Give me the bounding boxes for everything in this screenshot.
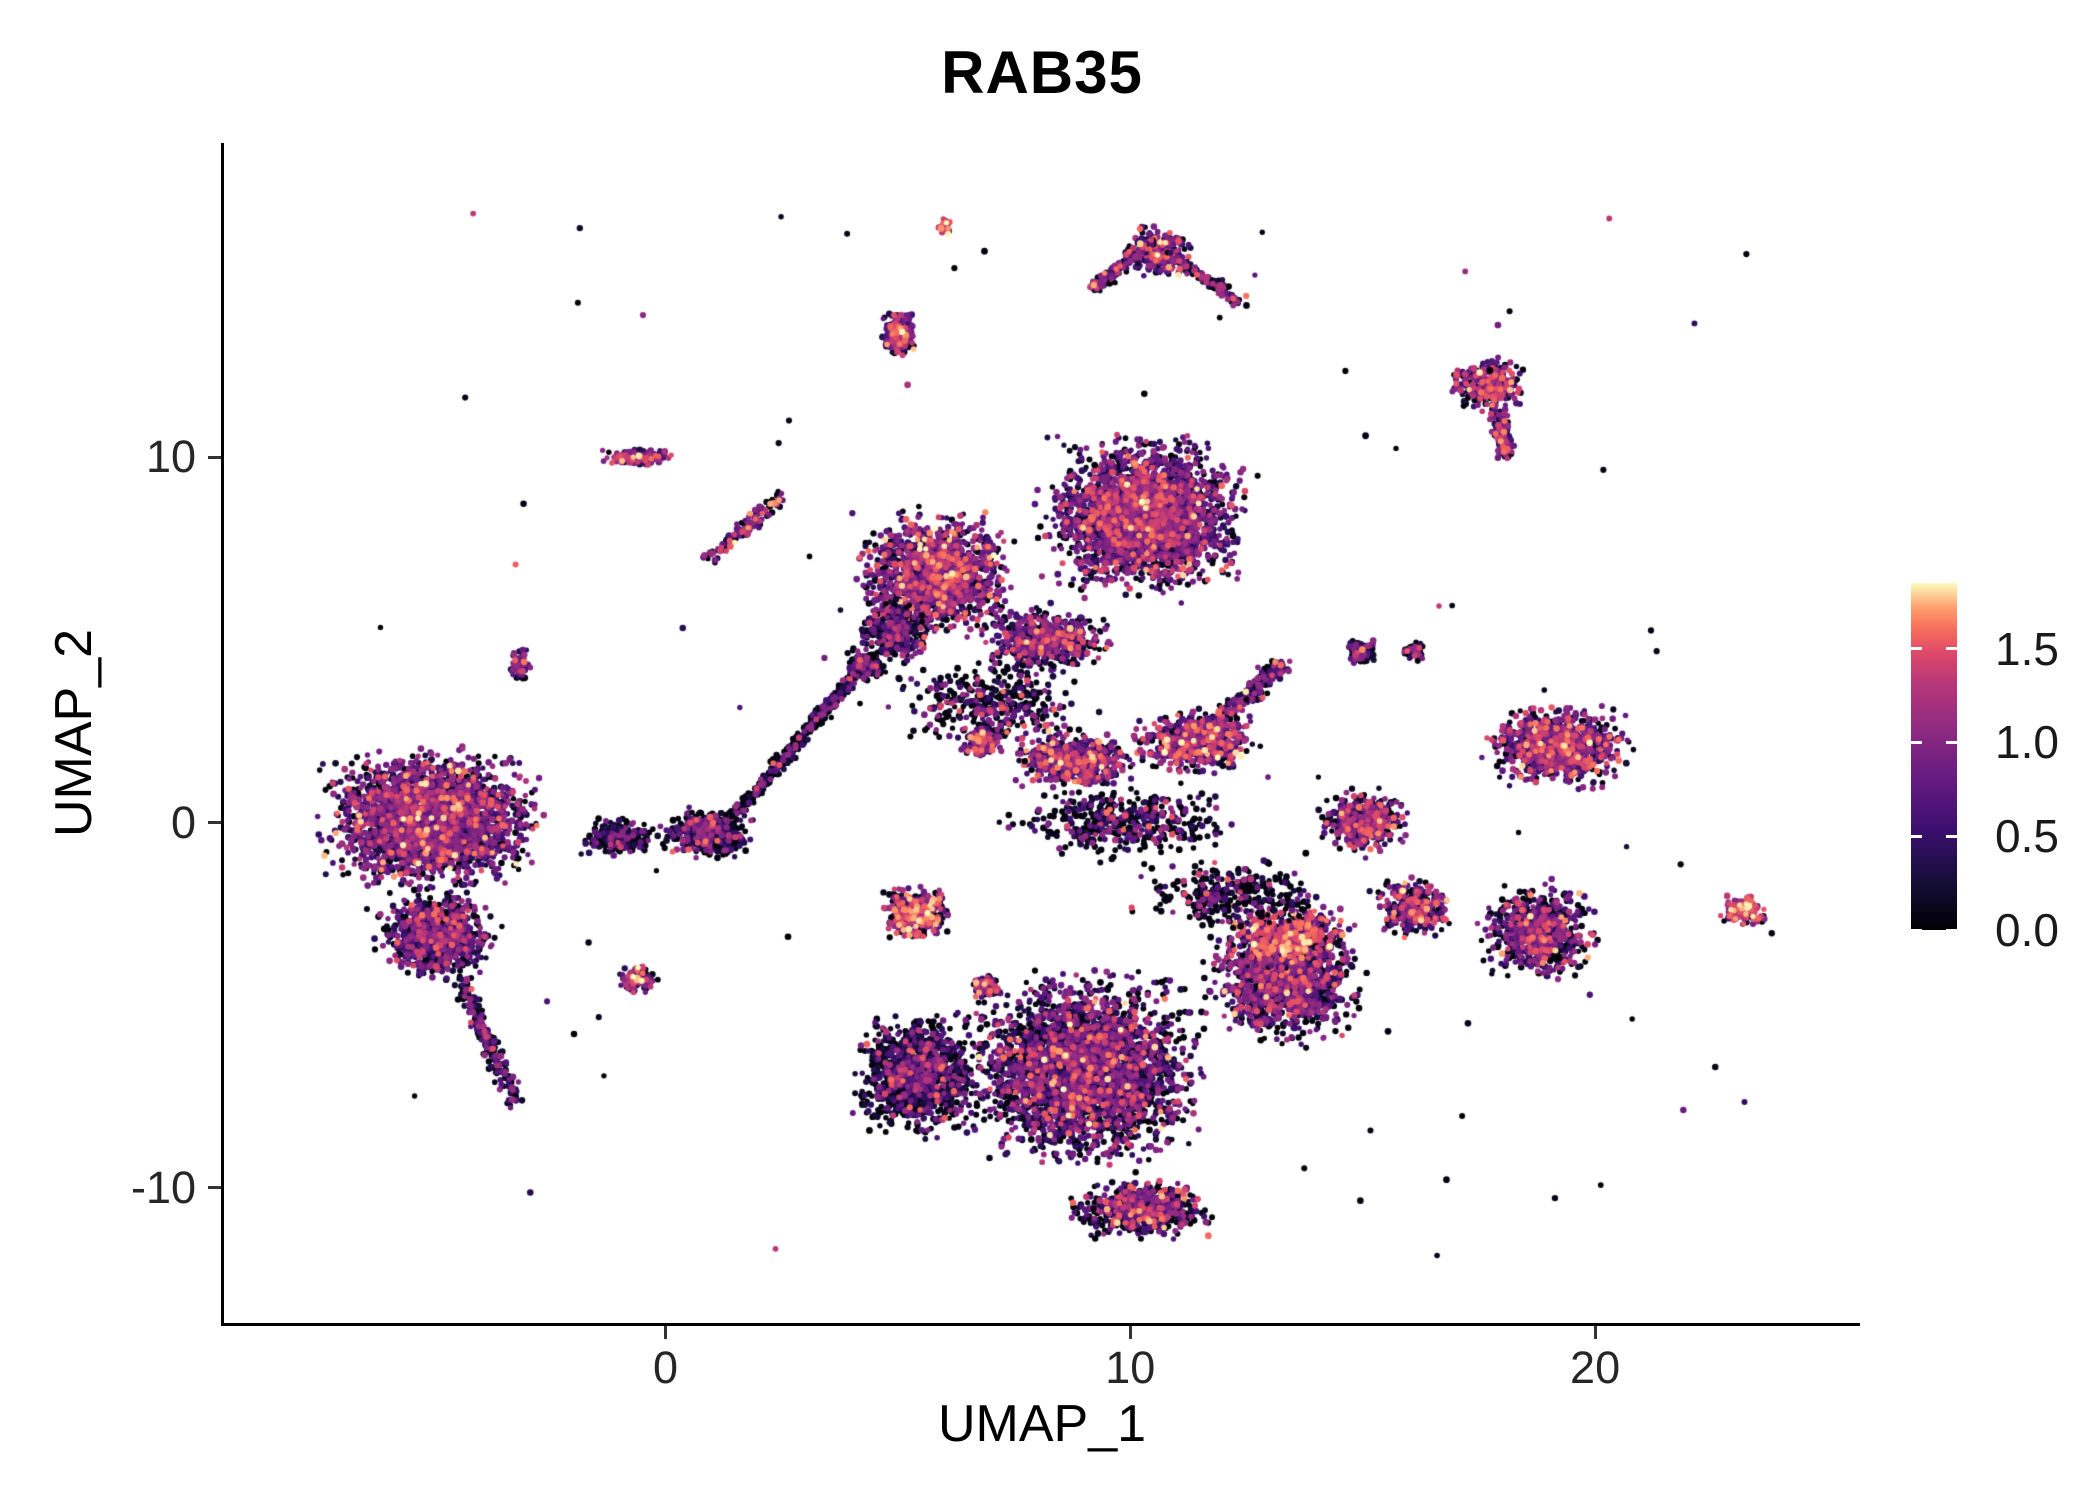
legend-tick [1946, 740, 1957, 744]
umap-scatter-canvas [224, 143, 1860, 1323]
x-axis-tick-label: 0 [653, 1342, 679, 1393]
plot-panel [221, 143, 1860, 1326]
y-axis-tick [208, 1186, 221, 1190]
legend-tick-label: 0.5 [1995, 810, 2059, 863]
x-axis-tick-label: 20 [1570, 1342, 1621, 1393]
legend-tick [1946, 834, 1957, 838]
x-axis-tick-label: 10 [1105, 1342, 1156, 1393]
legend-tick [1946, 928, 1957, 932]
y-axis-tick-label: 0 [170, 796, 196, 848]
legend-tick [1911, 928, 1922, 932]
x-axis-tick [664, 1326, 668, 1339]
y-axis-tick [208, 821, 221, 824]
y-axis-tick-label: 10 [145, 431, 196, 483]
legend-tick-label: 0.0 [1995, 904, 2059, 956]
legend-tick [1911, 647, 1922, 651]
x-axis-tick [1128, 1326, 1132, 1339]
x-axis-label: UMAP_1 [937, 1395, 1147, 1453]
legend-tick [1911, 740, 1922, 744]
y-axis-tick [208, 455, 221, 459]
legend-gradient-bar [1911, 583, 1957, 930]
legend-tick-label: 1.5 [1995, 622, 2059, 675]
legend-tick-label: 1.0 [1995, 716, 2059, 769]
plot-title: RAB35 [941, 39, 1143, 106]
x-axis-tick [1593, 1326, 1597, 1339]
y-axis-tick-label: -10 [130, 1161, 196, 1213]
legend-tick [1911, 834, 1922, 838]
legend-tick [1946, 647, 1957, 651]
